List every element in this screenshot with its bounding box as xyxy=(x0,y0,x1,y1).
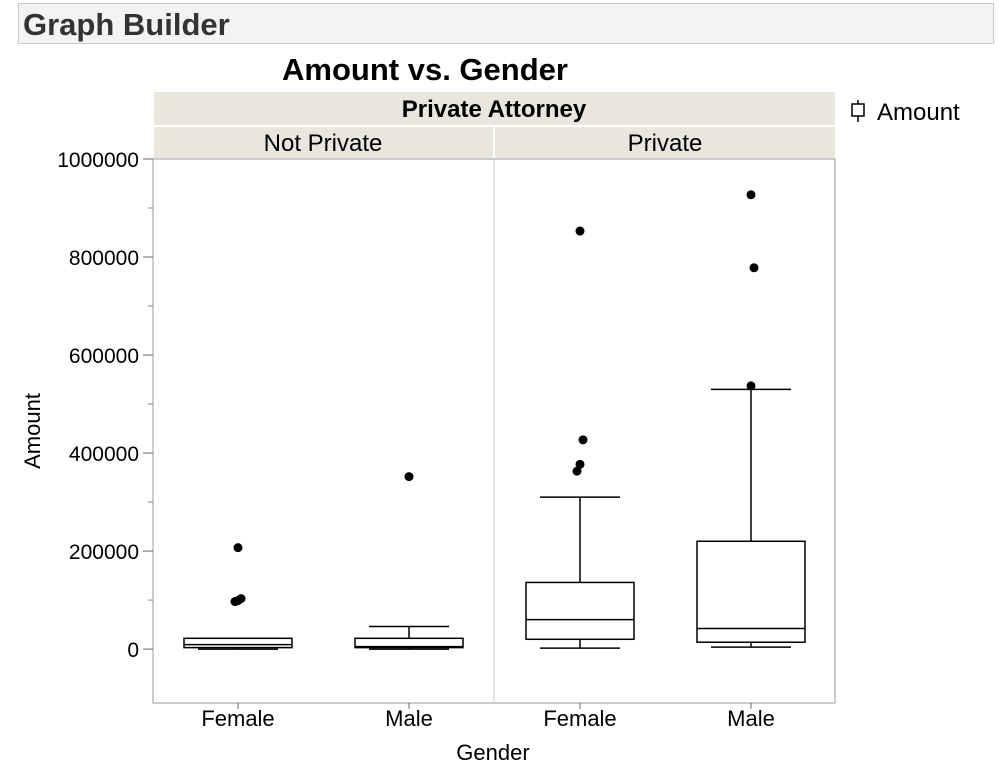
box-group xyxy=(354,472,464,650)
outlier-point xyxy=(404,472,414,482)
outlier-point xyxy=(230,597,240,607)
box-iqr xyxy=(354,637,464,649)
y-tick-label: 800000 xyxy=(69,247,139,270)
y-tick-label: 600000 xyxy=(69,345,139,368)
chart-title: Amount vs. Gender xyxy=(282,52,568,87)
facet-label-not-private: Not Private xyxy=(264,130,383,157)
box-group xyxy=(525,226,635,649)
outlier-point xyxy=(575,459,585,469)
legend: Amount xyxy=(851,99,960,126)
outlier-point xyxy=(749,263,759,273)
box-iqr xyxy=(525,581,635,641)
legend-label: Amount xyxy=(877,99,960,126)
box-iqr xyxy=(696,540,806,643)
x-tick-label: Male xyxy=(385,706,433,731)
box-iqr xyxy=(183,637,293,649)
outlier-point xyxy=(572,466,582,476)
facet-label-private: Private xyxy=(628,130,703,157)
y-tick-label: 200000 xyxy=(69,541,139,564)
outlier-point xyxy=(746,190,756,200)
x-tick-label: Male xyxy=(727,706,775,731)
outlier-point xyxy=(233,543,243,553)
outlier-point xyxy=(746,381,756,391)
x-axis-label: Gender xyxy=(456,740,529,765)
x-axis: Female Male Female Male xyxy=(201,703,775,731)
outlier-point xyxy=(575,226,585,236)
y-axis-label: Amount xyxy=(20,393,45,469)
y-tick-label: 1000000 xyxy=(57,149,139,172)
outlier-point xyxy=(578,435,588,445)
facet-header-band xyxy=(154,92,835,125)
facet-panel-header-not-private xyxy=(154,127,493,158)
y-tick-label: 400000 xyxy=(69,443,139,466)
y-tick-label: 0 xyxy=(127,639,139,662)
facet-variable-label: Private Attorney xyxy=(402,96,587,123)
facet-panel-header-private xyxy=(495,127,835,158)
box-group xyxy=(696,190,806,648)
x-tick-label: Female xyxy=(543,706,616,731)
y-axis: 0 200000 400000 600000 800000 1000000 xyxy=(57,149,154,703)
box-plots xyxy=(183,190,806,650)
x-tick-label: Female xyxy=(201,706,274,731)
window-title: Graph Builder xyxy=(23,7,230,42)
box-group xyxy=(183,543,293,650)
window-title-bar: Graph Builder xyxy=(18,3,994,44)
box-plot-legend-icon xyxy=(851,100,865,122)
